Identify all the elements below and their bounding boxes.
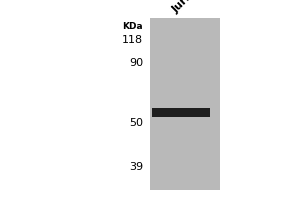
Text: 90: 90 — [129, 58, 143, 68]
Text: 50: 50 — [129, 118, 143, 128]
Text: 39: 39 — [129, 162, 143, 172]
Text: Jurkat: Jurkat — [171, 0, 205, 15]
Text: 118: 118 — [122, 35, 143, 45]
Text: KDa: KDa — [122, 22, 143, 31]
